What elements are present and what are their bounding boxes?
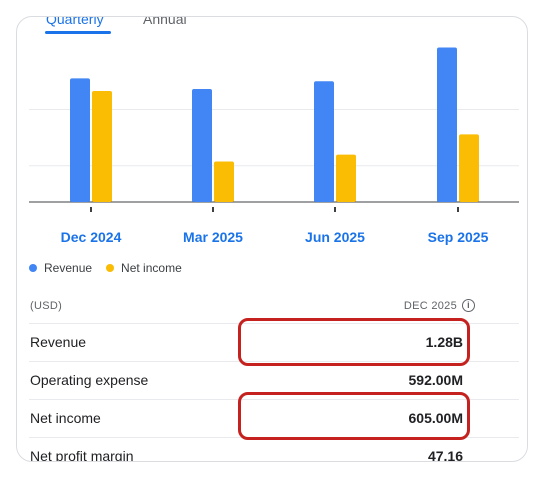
currency-unit: (USD) — [30, 300, 63, 312]
row-label-operating-expense: Operating expense — [30, 372, 149, 388]
active-tab-indicator — [45, 31, 111, 34]
table-row: Revenue 1.28B — [29, 323, 519, 361]
net-income-bar-jun-2025[interactable] — [336, 154, 356, 202]
legend-revenue-label: Revenue — [44, 261, 93, 275]
net-income-bar-dec-2024[interactable] — [92, 90, 112, 202]
revenue-dot-icon — [29, 264, 37, 272]
legend-net-income-label: Net income — [121, 261, 182, 275]
revenue-value-highlight — [238, 318, 470, 366]
tab-quarterly[interactable]: Quarterly — [46, 16, 104, 27]
x-tick-label[interactable]: Jun 2025 — [305, 229, 365, 245]
row-label-revenue: Revenue — [30, 334, 87, 350]
revenue-bar-sep-2025[interactable] — [437, 47, 457, 202]
chart-legend: Revenue Net income — [29, 261, 196, 275]
row-value-revenue: 1.28B — [425, 334, 463, 350]
period-tabs: Quarterly Annual — [17, 17, 527, 37]
table-header: (USD) DEC 2025 i — [29, 295, 519, 323]
table-row: Net profit margin 47.16 — [29, 437, 519, 462]
financials-bar-chart — [29, 47, 519, 212]
x-tick-label[interactable]: Dec 2024 — [60, 229, 122, 245]
financials-table: (USD) DEC 2025 i Revenue 1.28B Operating… — [29, 295, 519, 462]
financials-card: Quarterly Annual Dec 2024 Mar 2025 Jun 202… — [16, 16, 528, 462]
net-income-bar-mar-2025[interactable] — [214, 161, 234, 202]
row-label-net-profit-margin: Net profit margin — [30, 448, 134, 462]
tab-annual[interactable]: Annual — [143, 16, 187, 27]
row-value-operating-expense: 592.00M — [408, 372, 463, 388]
net-income-bar-sep-2025[interactable] — [459, 134, 479, 202]
revenue-bar-dec-2024[interactable] — [70, 78, 90, 202]
table-row: Net income 605.00M — [29, 399, 519, 437]
x-tick-label[interactable]: Sep 2025 — [427, 229, 489, 245]
row-value-net-profit-margin: 47.16 — [427, 448, 463, 462]
row-label-net-income: Net income — [30, 410, 101, 426]
period-column-header: DEC 2025 — [403, 300, 457, 312]
legend-net-income: Net income — [106, 261, 182, 275]
net-income-value-highlight — [238, 392, 470, 440]
info-icon[interactable]: i — [462, 299, 475, 312]
table-row: Operating expense 592.00M — [29, 361, 519, 399]
legend-revenue: Revenue — [29, 261, 92, 275]
row-value-net-income: 605.00M — [408, 410, 463, 426]
revenue-bar-jun-2025[interactable] — [314, 81, 334, 202]
revenue-bar-mar-2025[interactable] — [192, 89, 212, 202]
x-tick-label[interactable]: Mar 2025 — [183, 229, 243, 245]
net-income-dot-icon — [106, 264, 115, 272]
